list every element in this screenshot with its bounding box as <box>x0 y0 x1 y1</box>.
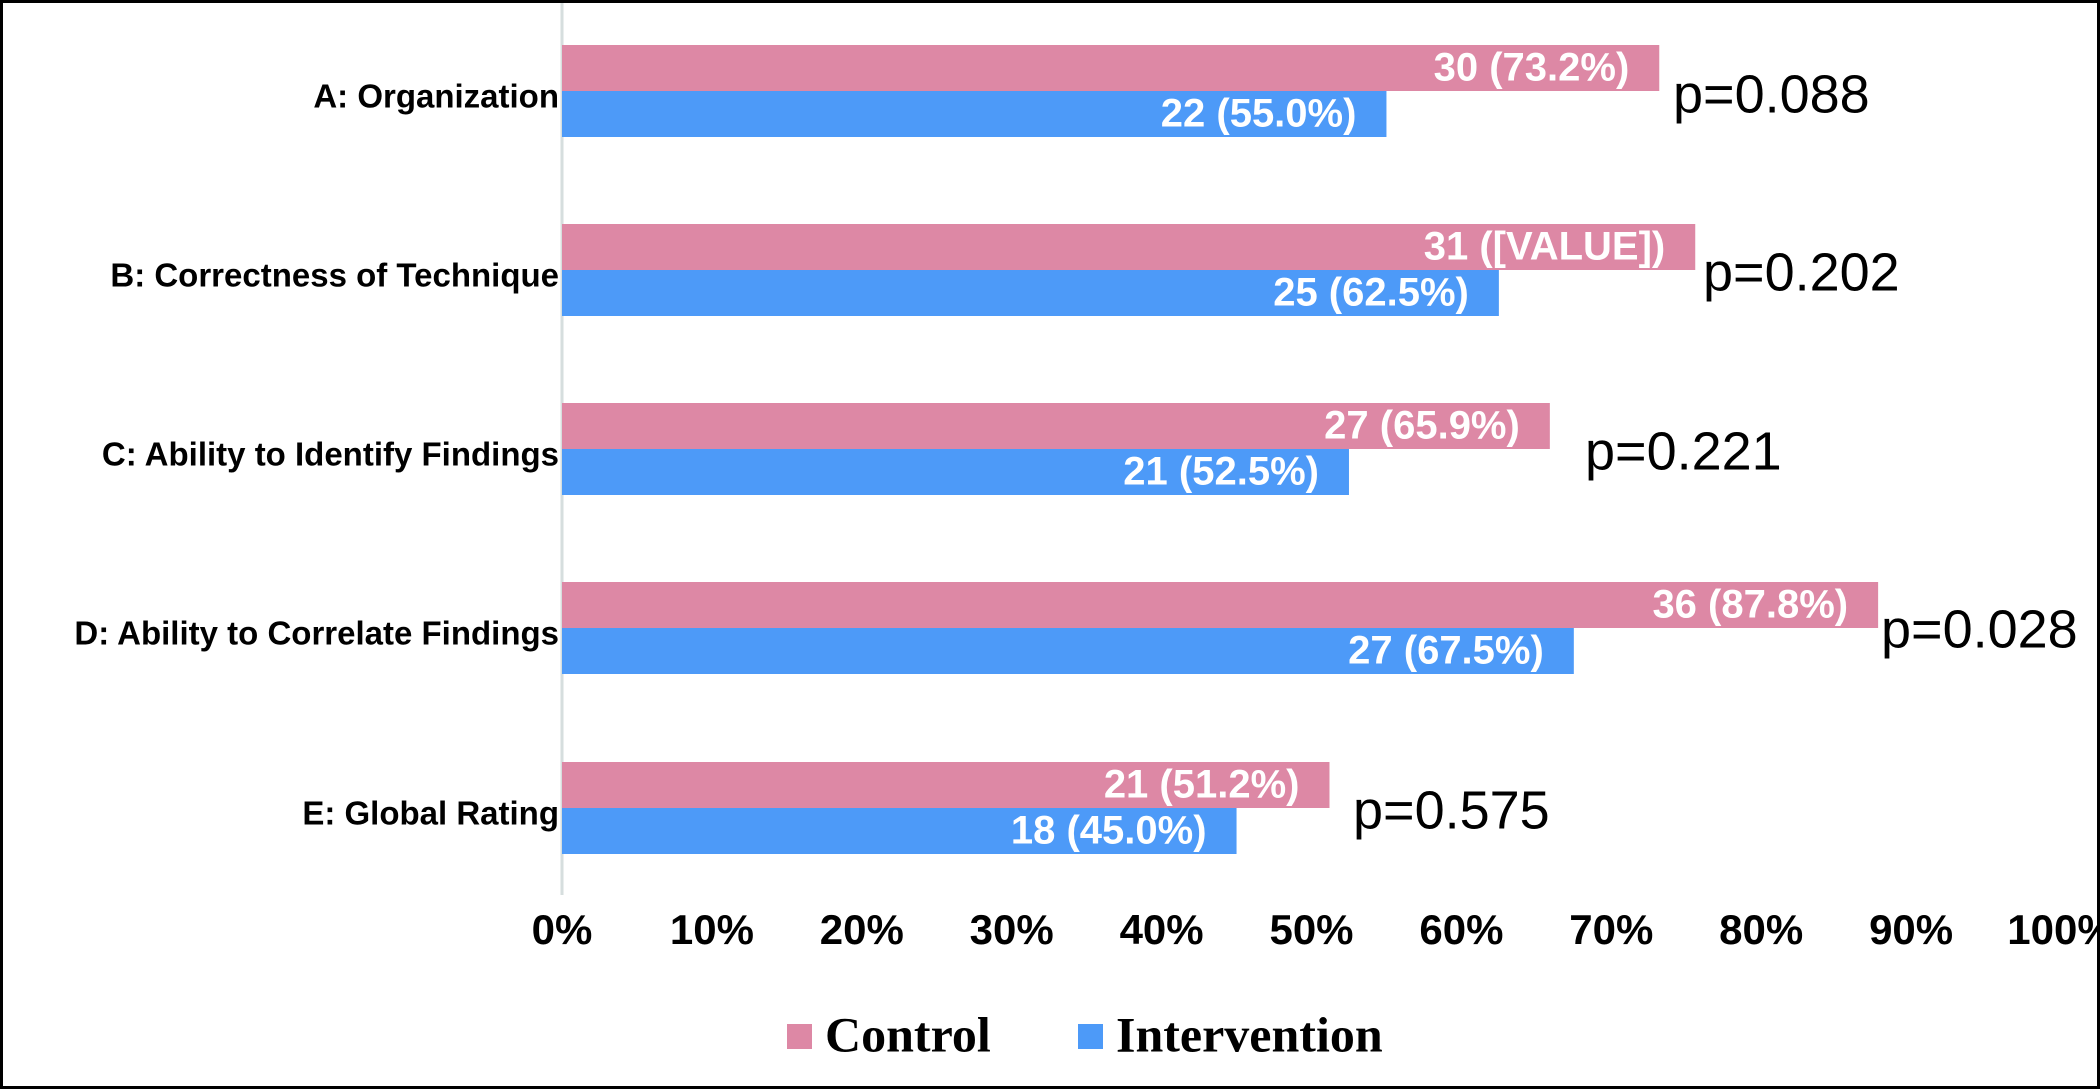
x-tick-label: 20% <box>820 906 904 953</box>
x-tick-labels-group: 0% 10% 20% 30% 40% 50% 60% 70% 80% 90% 100% <box>532 906 2097 953</box>
category-labels-group: A: Organization B: Correctness of Techniq… <box>74 78 559 832</box>
bar-data-label: 27 (65.9%) <box>1324 404 1520 448</box>
bar-labels-group: 30 (73.2%) 22 (55.0%) 31 ([VALUE])25 (62.5… <box>1011 46 1848 853</box>
category-label: A: Organization <box>313 78 559 115</box>
bar-data-label: 21 (52.5%) <box>1123 450 1319 494</box>
p-values-group: p=0.088 p=0.202 p=0.221 p=0.028 p=0.575 <box>1353 64 2078 840</box>
bar-control <box>562 582 1879 628</box>
legend-label-control: Control <box>825 1006 991 1062</box>
p-value-label: p=0.088 <box>1673 64 1870 124</box>
bar-data-label: 25 (62.5%) <box>1273 271 1469 315</box>
p-value-label: p=0.221 <box>1585 421 1782 481</box>
category-label: E: Global Rating <box>302 795 559 832</box>
legend-swatch-intervention <box>1078 1024 1103 1049</box>
category-label: C: Ability to Identify Findings <box>102 436 559 473</box>
category-label: D: Ability to Correlate Findings <box>74 615 559 652</box>
x-tick-label: 90% <box>1869 906 1953 953</box>
bar-data-label: 27 (67.5%) <box>1348 629 1544 673</box>
x-tick-label: 40% <box>1120 906 1204 953</box>
bar-data-label: 30 (73.2%) <box>1434 46 1630 90</box>
bar-intervention <box>562 628 1574 674</box>
x-tick-label: 50% <box>1269 906 1353 953</box>
bar-control <box>562 45 1660 91</box>
bar-intervention <box>562 808 1237 854</box>
bar-data-label: 22 (55.0%) <box>1161 92 1357 136</box>
bar-data-label: 36 (87.8%) <box>1652 583 1848 627</box>
bar-intervention <box>562 270 1499 316</box>
legend-label-intervention: Intervention <box>1116 1006 1383 1062</box>
bar-intervention <box>562 449 1349 495</box>
x-tick-label: 30% <box>970 906 1054 953</box>
bar-data-label: 31 ([VALUE]) <box>1424 225 1665 269</box>
bars-group <box>562 45 1879 854</box>
p-value-label: p=0.028 <box>1881 599 2078 659</box>
x-tick-label: 100% <box>2007 906 2097 953</box>
bar-control <box>562 403 1550 449</box>
bar-data-label: 18 (45.0%) <box>1011 809 1207 853</box>
legend: Control Intervention <box>787 1006 1383 1062</box>
p-value-label: p=0.202 <box>1703 242 1900 302</box>
legend-swatch-control <box>787 1024 812 1049</box>
bar-intervention <box>562 91 1387 137</box>
x-tick-label: 0% <box>532 906 593 953</box>
x-tick-label: 70% <box>1569 906 1653 953</box>
bar-chart: 30 (73.2%) 22 (55.0%) 31 ([VALUE])25 (62.5… <box>74 3 2097 1062</box>
bar-control <box>562 762 1330 808</box>
p-value-label: p=0.575 <box>1353 780 1550 840</box>
bar-data-label: 21 (51.2%) <box>1104 763 1300 807</box>
category-label: B: Correctness of Technique <box>110 257 559 294</box>
bar-control <box>562 224 1696 270</box>
x-tick-label: 60% <box>1419 906 1503 953</box>
x-tick-label: 80% <box>1719 906 1803 953</box>
x-tick-label: 10% <box>670 906 754 953</box>
